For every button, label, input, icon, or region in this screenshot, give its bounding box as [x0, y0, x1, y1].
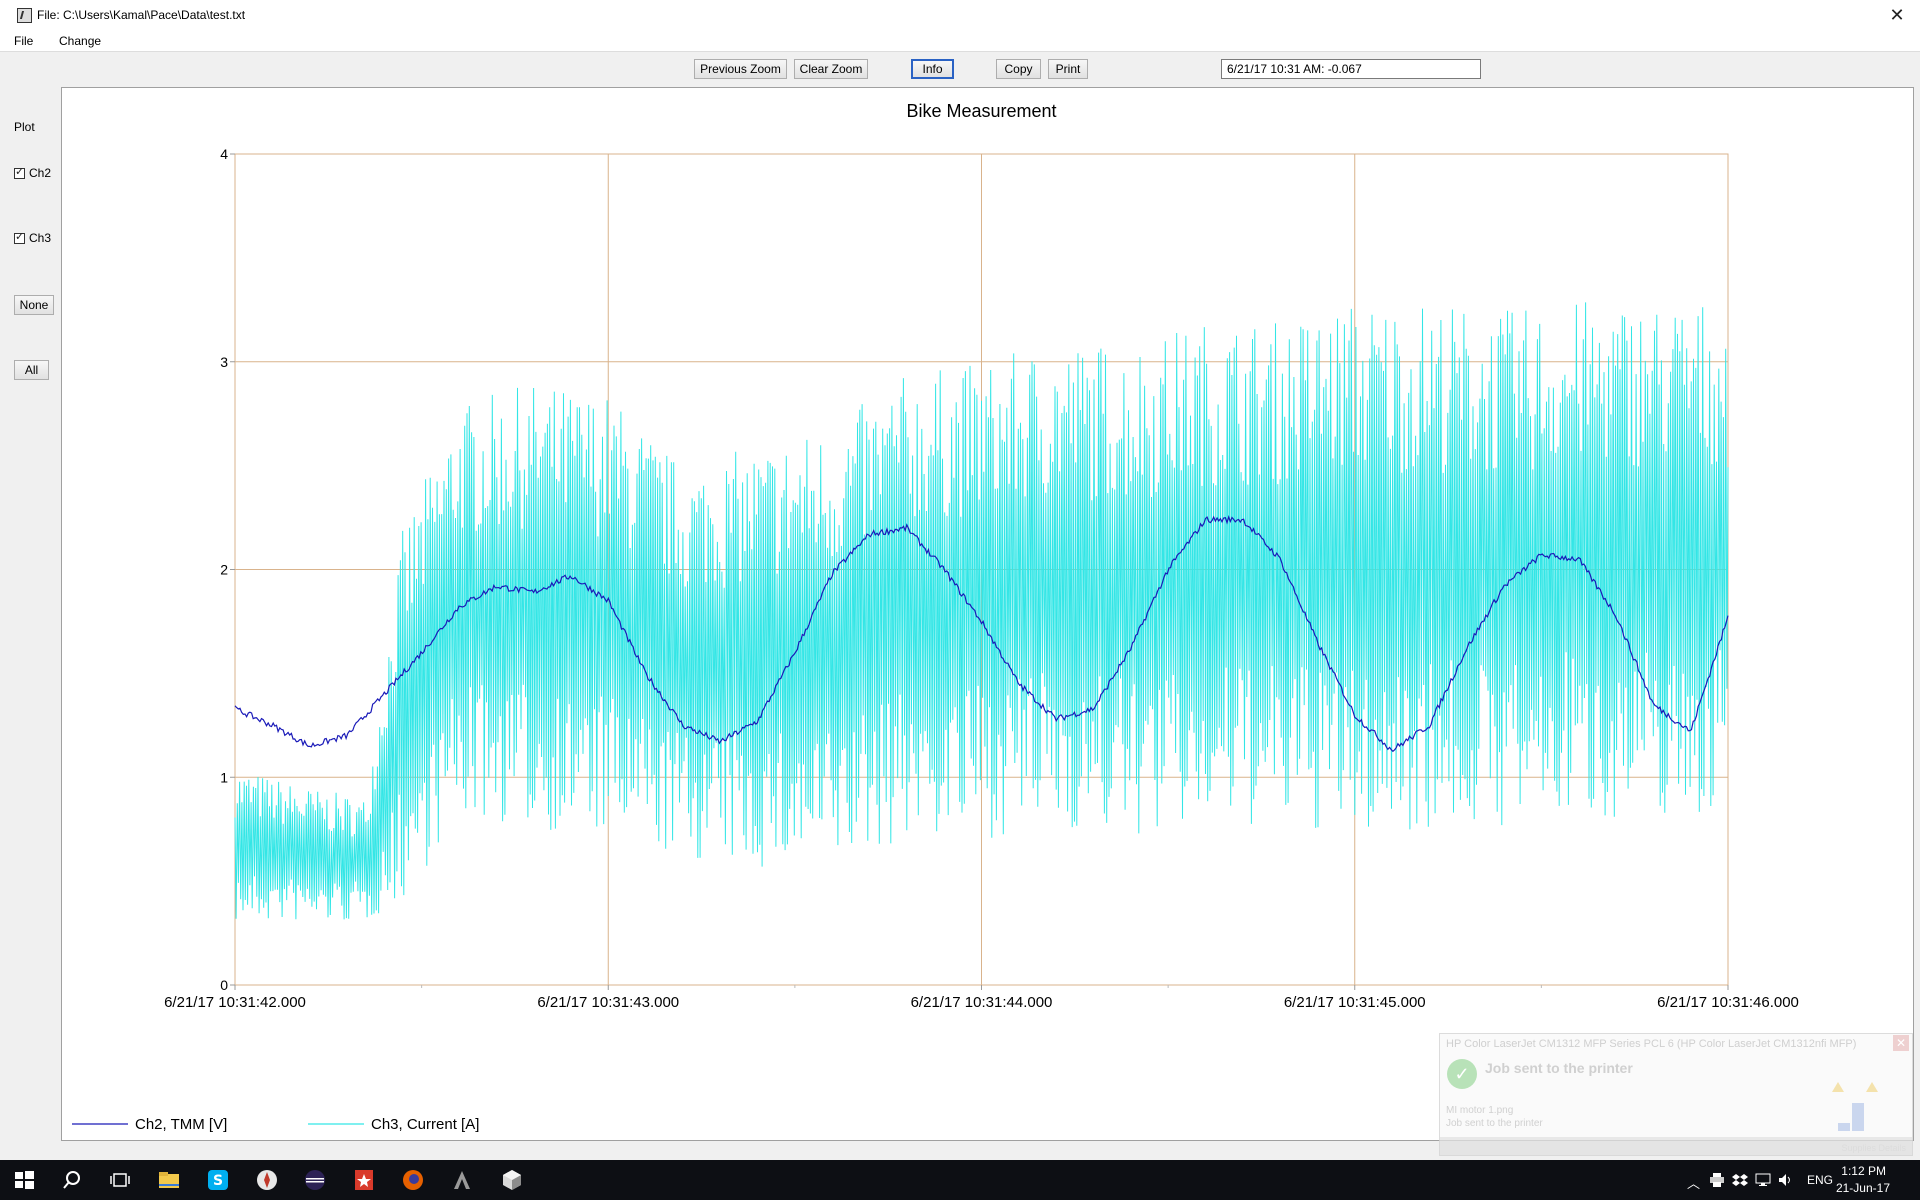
printer-notification[interactable]: HP Color LaserJet CM1312 MFP Series PCL …	[1439, 1033, 1913, 1156]
compass-app-icon[interactable]	[255, 1168, 279, 1192]
svg-text:S: S	[213, 1173, 223, 1189]
menu-change[interactable]: Change	[59, 34, 102, 48]
tray-chevron-icon[interactable]: ︿	[1687, 1176, 1701, 1191]
language-indicator[interactable]: ENG	[1807, 1173, 1834, 1187]
warning-icon	[1866, 1082, 1878, 1092]
select-all-button[interactable]: All	[14, 360, 49, 380]
network-tray-icon[interactable]	[1755, 1172, 1771, 1188]
plot-panel[interactable]: Bike Measurement 6/21/17 10:31:42.000 6/21…	[61, 87, 1914, 1141]
file-explorer-icon[interactable]	[157, 1168, 181, 1192]
app-icon-a[interactable]	[450, 1168, 474, 1192]
legend-ch2-label: Ch2, TMM [V]	[135, 1116, 227, 1133]
success-check-icon: ✓	[1447, 1059, 1477, 1089]
volume-tray-icon[interactable]	[1778, 1172, 1794, 1188]
series-ch3-line	[234, 302, 1729, 920]
line-chart[interactable]: Bike Measurement 6/21/17 10:31:42.000 6/21…	[62, 88, 1913, 1140]
series-ch2-line	[234, 515, 1729, 753]
notification-title: HP Color LaserJet CM1312 MFP Series PCL …	[1446, 1038, 1857, 1050]
supply-level-bar	[1852, 1103, 1864, 1131]
title-bar: File: C:\Users\Kamal\Pace\Data\test.txt …	[0, 0, 1920, 31]
x-tick-label: 6/21/17 10:31:42.000	[164, 994, 306, 1011]
pdf-reader-icon[interactable]	[352, 1168, 376, 1192]
x-tick-label: 6/21/17 10:31:46.000	[1657, 994, 1799, 1011]
y-tick-label: 4	[220, 146, 228, 162]
copy-button[interactable]: Copy	[996, 59, 1041, 79]
x-tick-label: 6/21/17 10:31:43.000	[537, 994, 679, 1011]
notification-file: MI motor 1.png	[1446, 1105, 1514, 1116]
plot-label: Plot	[14, 120, 35, 134]
menu-file[interactable]: File	[14, 34, 34, 48]
ch2-label: Ch2	[29, 166, 52, 180]
search-icon[interactable]	[60, 1168, 84, 1192]
printer-tray-icon[interactable]	[1709, 1172, 1725, 1188]
info-button[interactable]: Info	[911, 59, 954, 79]
dropbox-tray-icon[interactable]	[1732, 1172, 1748, 1188]
taskbar: S ︿ ENG 1:12 PM 21-Jun-17	[0, 1160, 1920, 1200]
eclipse-icon[interactable]	[303, 1168, 327, 1192]
ch2-checkbox[interactable]	[14, 166, 25, 179]
notification-detail: Job sent to the printer	[1446, 1118, 1543, 1129]
previous-zoom-button[interactable]: Previous Zoom	[694, 59, 787, 79]
legend-ch3-label: Ch3, Current [A]	[371, 1116, 479, 1133]
clear-zoom-button[interactable]: Clear Zoom	[794, 59, 868, 79]
firefox-icon[interactable]	[401, 1168, 425, 1192]
y-tick-label: 0	[220, 977, 228, 993]
clock-time[interactable]: 1:12 PM	[1841, 1164, 1886, 1178]
close-button[interactable]: ✕	[1889, 5, 1905, 25]
window-title: File: C:\Users\Kamal\Pace\Data\test.txt	[37, 8, 246, 22]
cube-app-icon[interactable]	[500, 1168, 524, 1192]
select-none-button[interactable]: None	[14, 295, 54, 315]
cursor-value-field[interactable]: 6/21/17 10:31 AM: -0.067	[1221, 59, 1481, 79]
y-tick-label: 3	[220, 354, 228, 370]
y-tick-label: 2	[220, 562, 228, 578]
supplies-details-link[interactable]: Supplies Details	[1841, 1143, 1906, 1153]
y-tick-label: 1	[220, 769, 228, 785]
warning-icon	[1832, 1082, 1844, 1092]
chart-title: Bike Measurement	[906, 101, 1056, 121]
windows-start-icon[interactable]	[12, 1168, 36, 1192]
task-view-icon[interactable]	[108, 1168, 132, 1192]
x-tick-label: 6/21/17 10:31:44.000	[911, 994, 1053, 1011]
app-icon	[17, 8, 32, 23]
x-tick-label: 6/21/17 10:31:45.000	[1284, 994, 1426, 1011]
print-button[interactable]: Print	[1048, 59, 1088, 79]
notification-footer: Supplies Details	[1440, 1137, 1912, 1155]
notification-message: Job sent to the printer	[1485, 1060, 1633, 1076]
ch3-label: Ch3	[29, 231, 52, 245]
supply-level-bar	[1838, 1123, 1850, 1131]
clock-date[interactable]: 21-Jun-17	[1835, 1181, 1890, 1195]
skype-icon[interactable]: S	[206, 1168, 230, 1192]
menu-bar: File Change	[0, 31, 1920, 52]
ch3-checkbox[interactable]	[14, 231, 25, 244]
notification-close-icon[interactable]: ✕	[1893, 1035, 1909, 1051]
